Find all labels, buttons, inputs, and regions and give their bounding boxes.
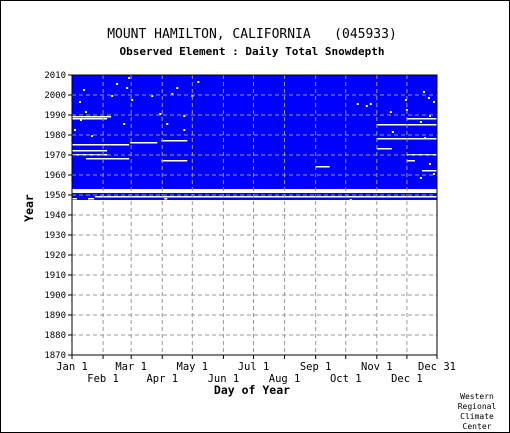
credit-line-2: Regional [458, 402, 497, 411]
x-tick-label-upper-4: Sep 1 [300, 361, 332, 373]
missing-run-15 [421, 170, 437, 172]
missing-dot-24 [389, 111, 392, 113]
missing-dot-6 [151, 95, 154, 97]
missing-run-17 [72, 198, 78, 200]
missing-dot-38 [419, 177, 422, 179]
x-tick-label-upper-0: Jan 1 [56, 361, 88, 373]
missing-run-19 [95, 196, 438, 198]
y-tick-label-0: 2010 [44, 71, 66, 81]
missing-dot-2 [116, 83, 119, 85]
x-tick-label-lower-4: Oct 1 [330, 373, 362, 385]
missing-run-22 [72, 200, 227, 202]
x-tick-label-lower-5: Dec 1 [391, 373, 423, 385]
missing-dot-28 [427, 97, 430, 99]
x-tick-label-lower-0: Feb 1 [87, 373, 119, 385]
missing-dot-33 [423, 137, 426, 139]
x-tick-label-upper-2: May 1 [177, 361, 209, 373]
missing-dot-20 [183, 129, 186, 131]
credit-block: Western Regional Climate Center [458, 392, 497, 431]
missing-run-7 [161, 140, 188, 142]
missing-dot-18 [91, 135, 94, 137]
missing-run-18 [88, 198, 95, 200]
missing-dot-26 [419, 121, 422, 123]
y-tick-label-11: 1900 [44, 291, 66, 301]
x-tick-label-lower-1: Apr 1 [146, 373, 178, 385]
missing-run-11 [406, 118, 437, 120]
missing-dot-35 [432, 173, 435, 175]
missing-dot-13 [197, 81, 200, 83]
y-axis-label: Year [22, 194, 36, 222]
x-tick-label-upper-5: Nov 1 [361, 361, 393, 373]
missing-dot-36 [331, 189, 334, 191]
missing-dot-9 [159, 113, 162, 115]
missing-dot-4 [126, 87, 129, 89]
missing-dot-5 [131, 99, 134, 101]
missing-dot-37 [349, 199, 352, 201]
missing-dot-30 [428, 115, 431, 117]
missing-dot-0 [85, 111, 88, 113]
y-tick-label-7: 1940 [44, 211, 66, 221]
missing-dot-3 [128, 77, 131, 79]
y-tick-label-13: 1880 [44, 331, 66, 341]
missing-run-1 [72, 118, 108, 120]
y-tick-label-5: 1960 [44, 171, 66, 181]
x-tick-label-lower-3: Aug 1 [269, 373, 301, 385]
missing-dot-29 [432, 101, 435, 103]
missing-dot-11 [183, 115, 186, 117]
missing-dot-16 [74, 129, 77, 131]
missing-run-14 [406, 154, 437, 156]
missing-run-21 [72, 200, 437, 202]
missing-dot-8 [176, 87, 179, 89]
y-tick-label-1: 2000 [44, 91, 66, 101]
missing-run-2 [72, 144, 130, 146]
y-tick-label-4: 1970 [44, 151, 66, 161]
credit-line-4: Center [463, 422, 492, 431]
x-tick-label-upper-6: Dec 31 [418, 361, 456, 373]
missing-run-9 [315, 166, 330, 168]
missing-run-0 [72, 116, 112, 118]
y-tick-label-14: 1870 [44, 351, 66, 361]
missing-dot-21 [356, 103, 359, 105]
missing-dot-22 [365, 105, 368, 107]
missing-run-5 [86, 158, 130, 160]
y-tick-label-6: 1950 [44, 191, 66, 201]
missing-dot-32 [391, 131, 394, 133]
missing-run-3 [72, 150, 108, 152]
missing-dot-7 [171, 93, 174, 95]
missing-dot-25 [404, 99, 407, 101]
plot-area: 2010 2000 1990 1980 1970 1960 1950 1940 1930 1920… [44, 71, 456, 385]
chart-subtitle: Observed Element : Daily Total Snowdepth [120, 45, 385, 58]
y-tick-label-12: 1890 [44, 311, 66, 321]
observed-block-0 [72, 75, 437, 189]
credit-line-3: Climate [460, 412, 494, 421]
y-tick-label-2: 1990 [44, 111, 66, 121]
missing-run-6 [130, 142, 158, 144]
x-tick-label-upper-1: Mar 1 [115, 361, 147, 373]
missing-dot-10 [166, 123, 169, 125]
missing-dot-23 [369, 103, 372, 105]
missing-run-8 [161, 160, 188, 162]
x-axis-label: Day of Year [214, 383, 290, 397]
chart-title: MOUNT HAMILTON, CALIFORNIA (045933) [107, 27, 397, 42]
missing-dot-14 [111, 95, 114, 97]
missing-dot-34 [428, 163, 431, 165]
x-tick-label-lower-2: Jun 1 [208, 373, 240, 385]
missing-run-16 [406, 160, 415, 162]
missing-dot-27 [422, 91, 425, 93]
missing-dot-19 [80, 119, 83, 121]
missing-dot-17 [79, 101, 82, 103]
missing-run-13 [376, 148, 392, 150]
y-tick-label-8: 1930 [44, 231, 66, 241]
missing-dot-1 [83, 89, 86, 91]
y-tick-label-9: 1920 [44, 251, 66, 261]
y-tick-label-10: 1910 [44, 271, 66, 281]
missing-run-20 [164, 198, 168, 200]
y-tick-label-3: 1980 [44, 131, 66, 141]
x-tick-label-upper-3: Jul 1 [238, 361, 270, 373]
missing-dot-15 [123, 123, 126, 125]
credit-line-1: Western [460, 392, 494, 401]
